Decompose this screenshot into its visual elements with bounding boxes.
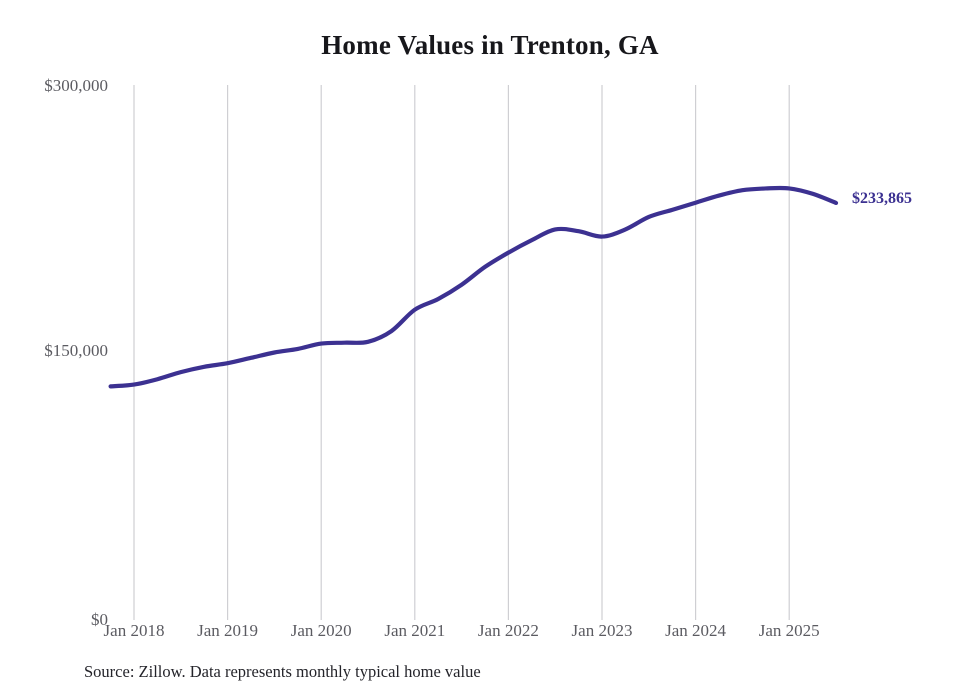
- y-tick-label-150000: $150,000: [44, 341, 108, 360]
- x-tick-label-jan-2019: Jan 2019: [197, 621, 259, 640]
- y-axis: $300,000 $150,000 $0: [0, 0, 108, 699]
- chart-title: Home Values in Trenton, GA: [321, 30, 659, 60]
- home-value-line: [108, 185, 839, 389]
- x-tick-label-jan-2022: Jan 2022: [477, 621, 539, 640]
- x-tick-label-jan-2024: Jan 2024: [665, 621, 727, 640]
- x-tick-label-jan-2025: Jan 2025: [758, 621, 820, 640]
- x-tick-label-jan-2020: Jan 2020: [290, 621, 352, 640]
- source-note: Source: Zillow. Data represents monthly …: [84, 662, 481, 681]
- x-tick-label-jan-2018: Jan 2018: [103, 621, 165, 640]
- end-value-label: $233,865: [852, 189, 912, 207]
- y-tick-label-0: $0: [91, 610, 108, 629]
- x-tick-label-jan-2021: Jan 2021: [384, 621, 446, 640]
- x-tick-label-jan-2023: Jan 2023: [571, 621, 633, 640]
- y-tick-label-300000: $300,000: [44, 76, 108, 95]
- gridlines: [133, 85, 790, 620]
